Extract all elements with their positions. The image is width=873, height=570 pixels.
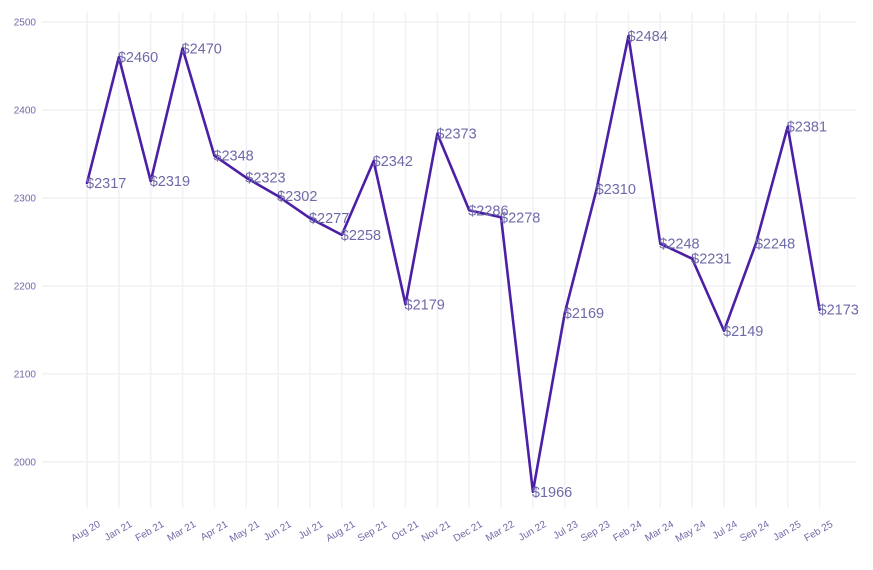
- data-label: $2323: [245, 171, 285, 187]
- x-tick-label: Sep 23: [579, 519, 612, 545]
- x-tick-label: Jan 21: [103, 519, 135, 544]
- x-tick-label: Mar 24: [643, 519, 676, 544]
- data-label: $2169: [564, 306, 604, 322]
- data-label: $2149: [723, 324, 763, 340]
- gridlines: [42, 12, 856, 508]
- data-label: $2179: [405, 297, 445, 313]
- x-tick-label: Jun 22: [517, 519, 549, 544]
- x-tick-label: Apr 21: [199, 519, 230, 543]
- data-label: $2317: [86, 176, 126, 192]
- data-label: $2173: [819, 303, 859, 319]
- data-label: $2302: [277, 189, 317, 205]
- x-tick-label: Jun 21: [262, 519, 294, 544]
- x-tick-label: Aug 20: [70, 519, 103, 545]
- data-label: $2470: [182, 41, 222, 57]
- x-tick-label: Feb 24: [611, 519, 644, 544]
- y-tick-label: 2400: [14, 105, 37, 116]
- data-label: $2319: [150, 174, 190, 190]
- x-tick-label: May 24: [674, 519, 708, 545]
- x-tick-label: Jan 25: [772, 519, 804, 544]
- y-axis-ticks: 2000 2100 2200 2300 2400 2500: [14, 18, 37, 469]
- data-label: $2484: [627, 29, 667, 45]
- data-label: $2348: [213, 149, 253, 165]
- y-tick-label: 2500: [14, 18, 37, 29]
- x-tick-label: Feb 21: [134, 519, 167, 544]
- y-tick-label: 2100: [14, 369, 37, 380]
- x-tick-label: Aug 21: [324, 519, 357, 545]
- x-tick-label: Feb 25: [803, 519, 836, 544]
- x-tick-label: Jul 21: [297, 519, 326, 542]
- data-label: $2248: [755, 237, 795, 253]
- y-tick-label: 2000: [14, 457, 37, 468]
- x-tick-label: Jul 24: [711, 519, 740, 542]
- x-tick-label: Dec 21: [452, 519, 485, 545]
- data-label: $2310: [596, 182, 636, 198]
- data-label: $2381: [787, 120, 827, 136]
- data-label: $2278: [500, 210, 540, 226]
- x-tick-label: Nov 21: [420, 519, 453, 545]
- data-label: $2373: [436, 127, 476, 143]
- x-tick-label: Mar 22: [484, 519, 517, 544]
- data-label: $2286: [468, 203, 508, 219]
- x-tick-label: Oct 21: [390, 519, 421, 543]
- data-label: $2277: [309, 211, 349, 227]
- data-label: $2342: [373, 154, 413, 170]
- x-tick-label: Mar 21: [166, 519, 199, 544]
- series-line: [85, 34, 821, 494]
- data-label: $2258: [341, 228, 381, 244]
- x-tick-label: May 21: [228, 519, 262, 545]
- data-label: $2248: [659, 237, 699, 253]
- data-label: $1966: [532, 485, 572, 501]
- data-label: $2460: [118, 50, 158, 66]
- x-tick-label: Sep 24: [738, 519, 771, 545]
- data-labels: $2317 $2460 $2319 $2470 $2348 $2323 $2302 $2277…: [86, 29, 859, 501]
- x-tick-label: Sep 21: [356, 519, 389, 545]
- y-tick-label: 2200: [14, 281, 37, 292]
- data-label: $2231: [691, 252, 731, 268]
- x-tick-label: Jul 23: [552, 519, 581, 542]
- y-tick-label: 2300: [14, 193, 37, 204]
